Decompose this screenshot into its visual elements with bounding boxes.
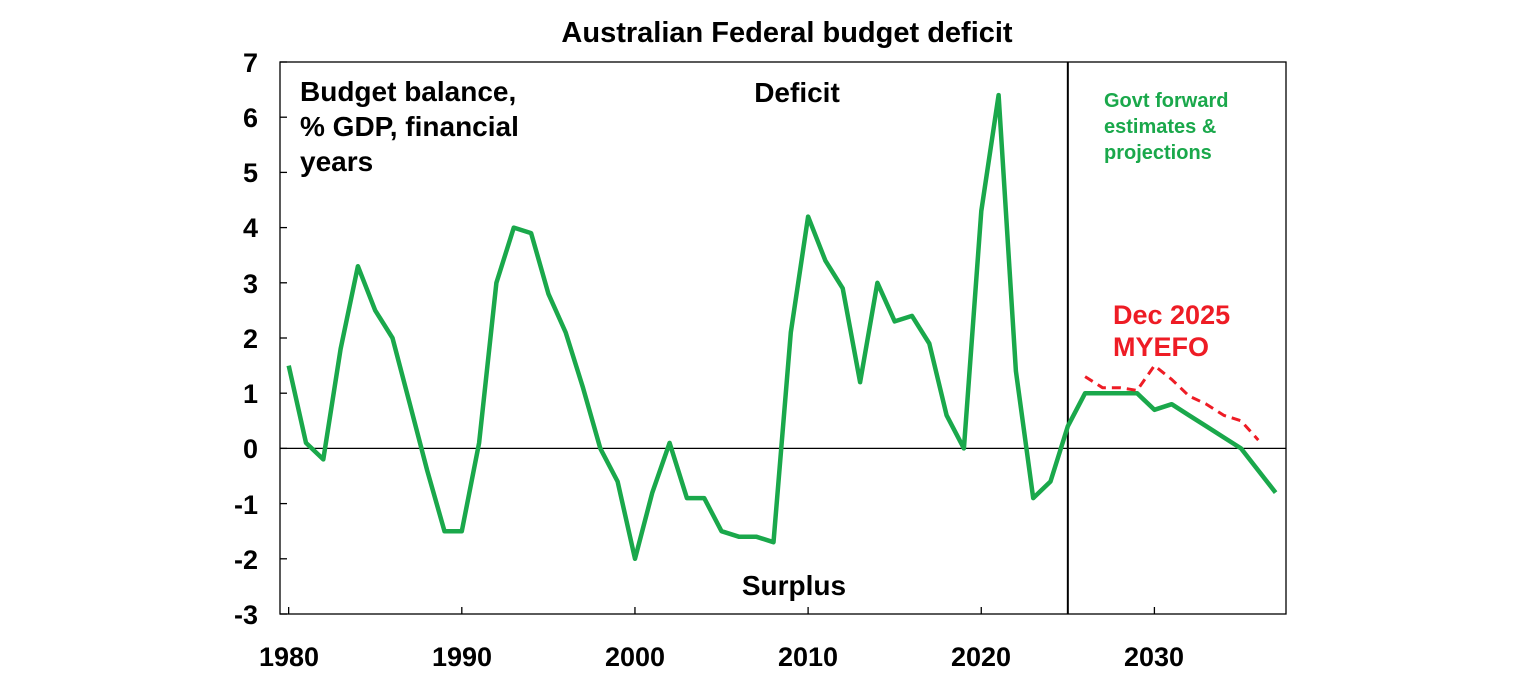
y-tick-label: 6 [243, 103, 258, 133]
series-layer [286, 92, 1278, 562]
y-tick-label: -2 [234, 545, 258, 575]
myefo-label-line: MYEFO [1113, 332, 1209, 362]
budget-balance-label: Budget balance, % GDP, financial years [300, 76, 519, 177]
y-tick-label: 1 [243, 379, 258, 409]
y-tick-label: 5 [243, 158, 258, 188]
x-tick-label: 2020 [951, 642, 1011, 672]
y-tick-label: 4 [243, 213, 258, 243]
myefo-label: Dec 2025 MYEFO [1113, 300, 1230, 362]
y-tick-label: -1 [234, 490, 258, 520]
deficit-label: Deficit [754, 77, 840, 108]
x-tick-label: 2000 [605, 642, 665, 672]
x-tick-label: 1980 [259, 642, 319, 672]
myefo-label-line: Dec 2025 [1113, 300, 1230, 330]
x-tick-label: 2010 [778, 642, 838, 672]
forward-estimates-label-line: Govt forward [1104, 90, 1228, 112]
budget-balance-label-line: % GDP, financial [300, 111, 519, 142]
y-tick-label: 3 [243, 269, 258, 299]
x-tick-label: 1990 [432, 642, 492, 672]
forward-estimates-label-line: projections [1104, 142, 1212, 164]
axis-ticks [280, 61, 1156, 615]
x-tick-label: 2030 [1124, 642, 1184, 672]
y-axis-tick-labels: 7 6 5 4 3 2 1 0 -1 -2 -3 [234, 48, 258, 630]
surplus-label: Surplus [742, 570, 846, 601]
chart-title: Australian Federal budget deficit [561, 17, 1013, 49]
y-tick-label: 2 [243, 324, 258, 354]
budget-balance-label-line: Budget balance, [300, 76, 516, 107]
y-tick-label: 0 [243, 434, 258, 464]
x-axis-tick-labels: 1980 1990 2000 2010 2020 2030 [259, 642, 1184, 672]
forward-estimates-label: Govt forward estimates & projections [1104, 90, 1228, 164]
y-tick-label: -3 [234, 600, 258, 630]
budget-balance-line [286, 92, 1278, 562]
myefo-projection-line [1084, 364, 1260, 442]
forward-estimates-label-line: estimates & [1104, 116, 1216, 138]
y-tick-label: 7 [243, 48, 258, 78]
budget-balance-label-line: years [300, 146, 373, 177]
